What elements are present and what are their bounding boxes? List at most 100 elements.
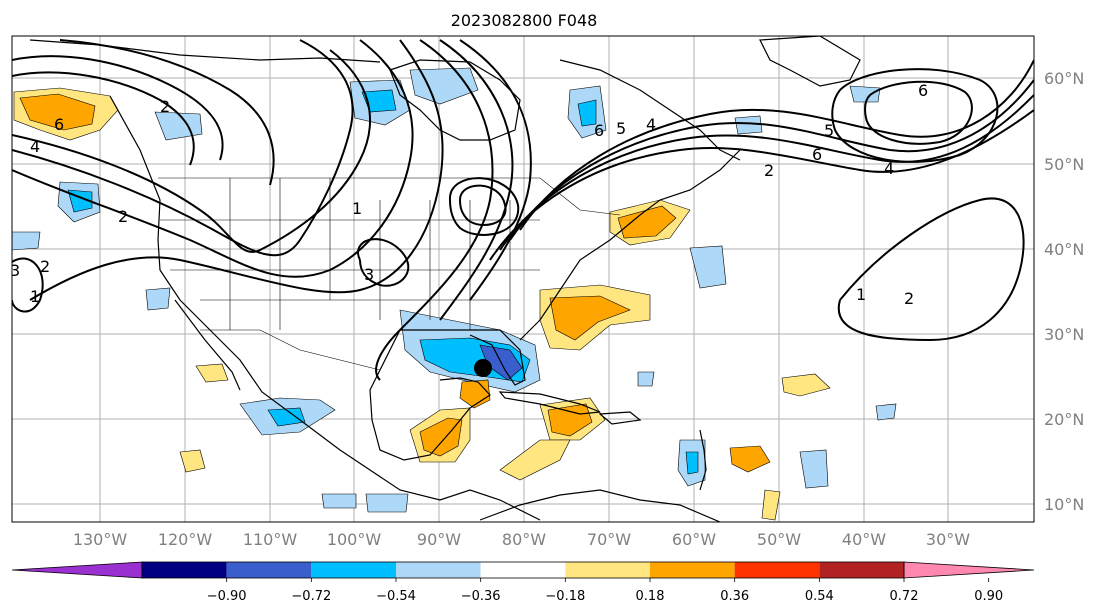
- contour-azores: [837, 197, 1025, 342]
- latitude-axis: 60°N 50°N 40°N 30°N 20°N 10°N: [1044, 69, 1084, 514]
- contour-labels: 2 2 1 3 1 2 6 5 4 2 5 6 4 6 1 2 6 4 3: [10, 81, 928, 308]
- longitude-axis: 130°W 120°W 110°W 100°W 90°W 80°W 70°W 6…: [73, 530, 970, 549]
- anomaly-positive-centralam-core: [419, 417, 463, 457]
- longitude-label: 70°W: [587, 530, 631, 549]
- contour-label: 4: [30, 137, 40, 156]
- anomaly-positive-south: [761, 489, 781, 521]
- contour-low-ring-1: [459, 184, 507, 226]
- colorbar-tick-label: 0.72: [890, 589, 919, 604]
- anomaly-negative-antilles-core: [685, 451, 699, 475]
- contour-east-trough-1: [375, 39, 494, 381]
- hudson-bay: [389, 59, 521, 141]
- contour-atlantic-3: [509, 79, 1034, 241]
- contour-upper-left: [12, 55, 224, 161]
- longitude-label: 90°W: [417, 530, 461, 549]
- greenland: [759, 36, 861, 87]
- coastlines: [29, 36, 861, 522]
- anomaly-negative-eastcan: [734, 115, 763, 135]
- anomaly-positive-baja: [195, 363, 229, 383]
- colorbar: −0.90 −0.72 −0.54 −0.36 −0.18 0.18 0.36 0.54 0.7…: [11, 561, 1035, 604]
- anomaly-negative-labrador-core: [577, 99, 597, 127]
- anomaly-negative-midatl: [689, 245, 727, 289]
- contour-upper-left-2: [12, 71, 195, 166]
- longitude-label: 130°W: [73, 530, 128, 549]
- canada-arctic: [29, 39, 381, 63]
- anomaly-negative-pacificsmall: [145, 287, 171, 311]
- latitude-label: 50°N: [1044, 155, 1084, 174]
- colorbar-tick-label: −0.18: [545, 589, 585, 604]
- longitude-label: 50°W: [757, 530, 801, 549]
- contour-east-trough-3: [459, 39, 532, 301]
- contour-label: 6: [594, 121, 604, 140]
- map-panel: 2 2 1 3 1 2 6 5 4 2 5 6 4 6 1 2 6 4 3: [10, 36, 1034, 522]
- colorbar-segment: [226, 562, 312, 578]
- colorbar-segment: [480, 562, 566, 578]
- colorbar-tick-label: 0.36: [720, 589, 749, 604]
- south-america-north: [479, 489, 721, 522]
- contour-label: 3: [10, 261, 20, 280]
- contour-label: 2: [118, 207, 128, 226]
- anomaly-negative-far-nw: [12, 231, 41, 251]
- anomaly-positive-caribbean-core: [547, 403, 593, 437]
- anomaly-positive-nw-core: [19, 93, 96, 131]
- contour-label: 5: [616, 119, 626, 138]
- us-east-coast: [519, 149, 741, 341]
- contour-label: 1: [30, 287, 40, 306]
- anomaly-negative-bc: [154, 111, 203, 141]
- contour-atlantic-1: [489, 109, 1034, 261]
- anomaly-positive-midatl: [781, 373, 831, 397]
- hispaniola: [598, 411, 642, 425]
- colorbar-outline: [141, 561, 905, 579]
- storm-center-dot: [474, 359, 492, 377]
- anomaly-negative-south: [321, 493, 357, 509]
- contour-high-ne-inner: [864, 80, 973, 145]
- anomaly-negative-small-east: [875, 403, 897, 421]
- colorbar-tick-label: 0.54: [805, 589, 834, 604]
- latitude-label: 40°N: [1044, 240, 1084, 259]
- contour-label: 3: [364, 265, 374, 284]
- longitude-label: 110°W: [243, 530, 298, 549]
- latitude-label: 60°N: [1044, 69, 1084, 88]
- anomaly-negative-canada-core: [361, 89, 397, 113]
- contour-label: 2: [160, 97, 170, 116]
- colorbar-segment: [396, 562, 481, 578]
- colorbar-tick-label: 0.18: [636, 589, 665, 604]
- longitude-label: 40°W: [842, 530, 886, 549]
- contour-west-ridge: [12, 49, 371, 253]
- contour-label: 6: [918, 81, 928, 100]
- longitude-label: 60°W: [672, 530, 716, 549]
- colorbar-tick-label: −0.90: [207, 589, 247, 604]
- latitude-label: 10°N: [1044, 495, 1084, 514]
- lesser-antilles: [699, 429, 707, 491]
- anomaly-negative-small-carib: [637, 371, 655, 387]
- anomaly-negative-mexico-core: [267, 407, 306, 427]
- contour-gulf-loop: [357, 238, 410, 287]
- contour-low-ring-2: [448, 177, 520, 236]
- colorbar-segment: [311, 562, 396, 578]
- contour-label: 6: [54, 115, 64, 134]
- contours: [12, 39, 1034, 381]
- contour-label: 6: [812, 145, 822, 164]
- colorbar-segment: [734, 562, 820, 578]
- colorbar-tick-label: −0.36: [461, 589, 501, 604]
- contour-nw-low: [12, 257, 44, 313]
- colorbar-segment: [650, 562, 735, 578]
- anomaly-positive-atlantic-core: [549, 295, 631, 341]
- contour-high-ne: [831, 68, 999, 163]
- longitude-label: 80°W: [502, 530, 546, 549]
- yucatan: [369, 369, 491, 461]
- contour-atlantic-2: [499, 94, 1034, 251]
- anomaly-positive-pacific-small: [179, 449, 206, 473]
- contour-label: 4: [646, 115, 656, 134]
- contour-label: 2: [904, 289, 914, 308]
- contour-label: 4: [884, 159, 894, 178]
- colorbar-extend-high: [903, 561, 1035, 579]
- contour-label: 1: [856, 285, 866, 304]
- labrador-coast: [559, 59, 741, 161]
- baja-california: [174, 299, 241, 391]
- colorbar-extend-low: [11, 561, 143, 579]
- anomaly-negative-south2: [365, 493, 409, 513]
- cuba: [498, 391, 601, 415]
- colorbar-tick-label: −0.72: [291, 589, 331, 604]
- anomaly-positive-tropatl: [729, 445, 771, 473]
